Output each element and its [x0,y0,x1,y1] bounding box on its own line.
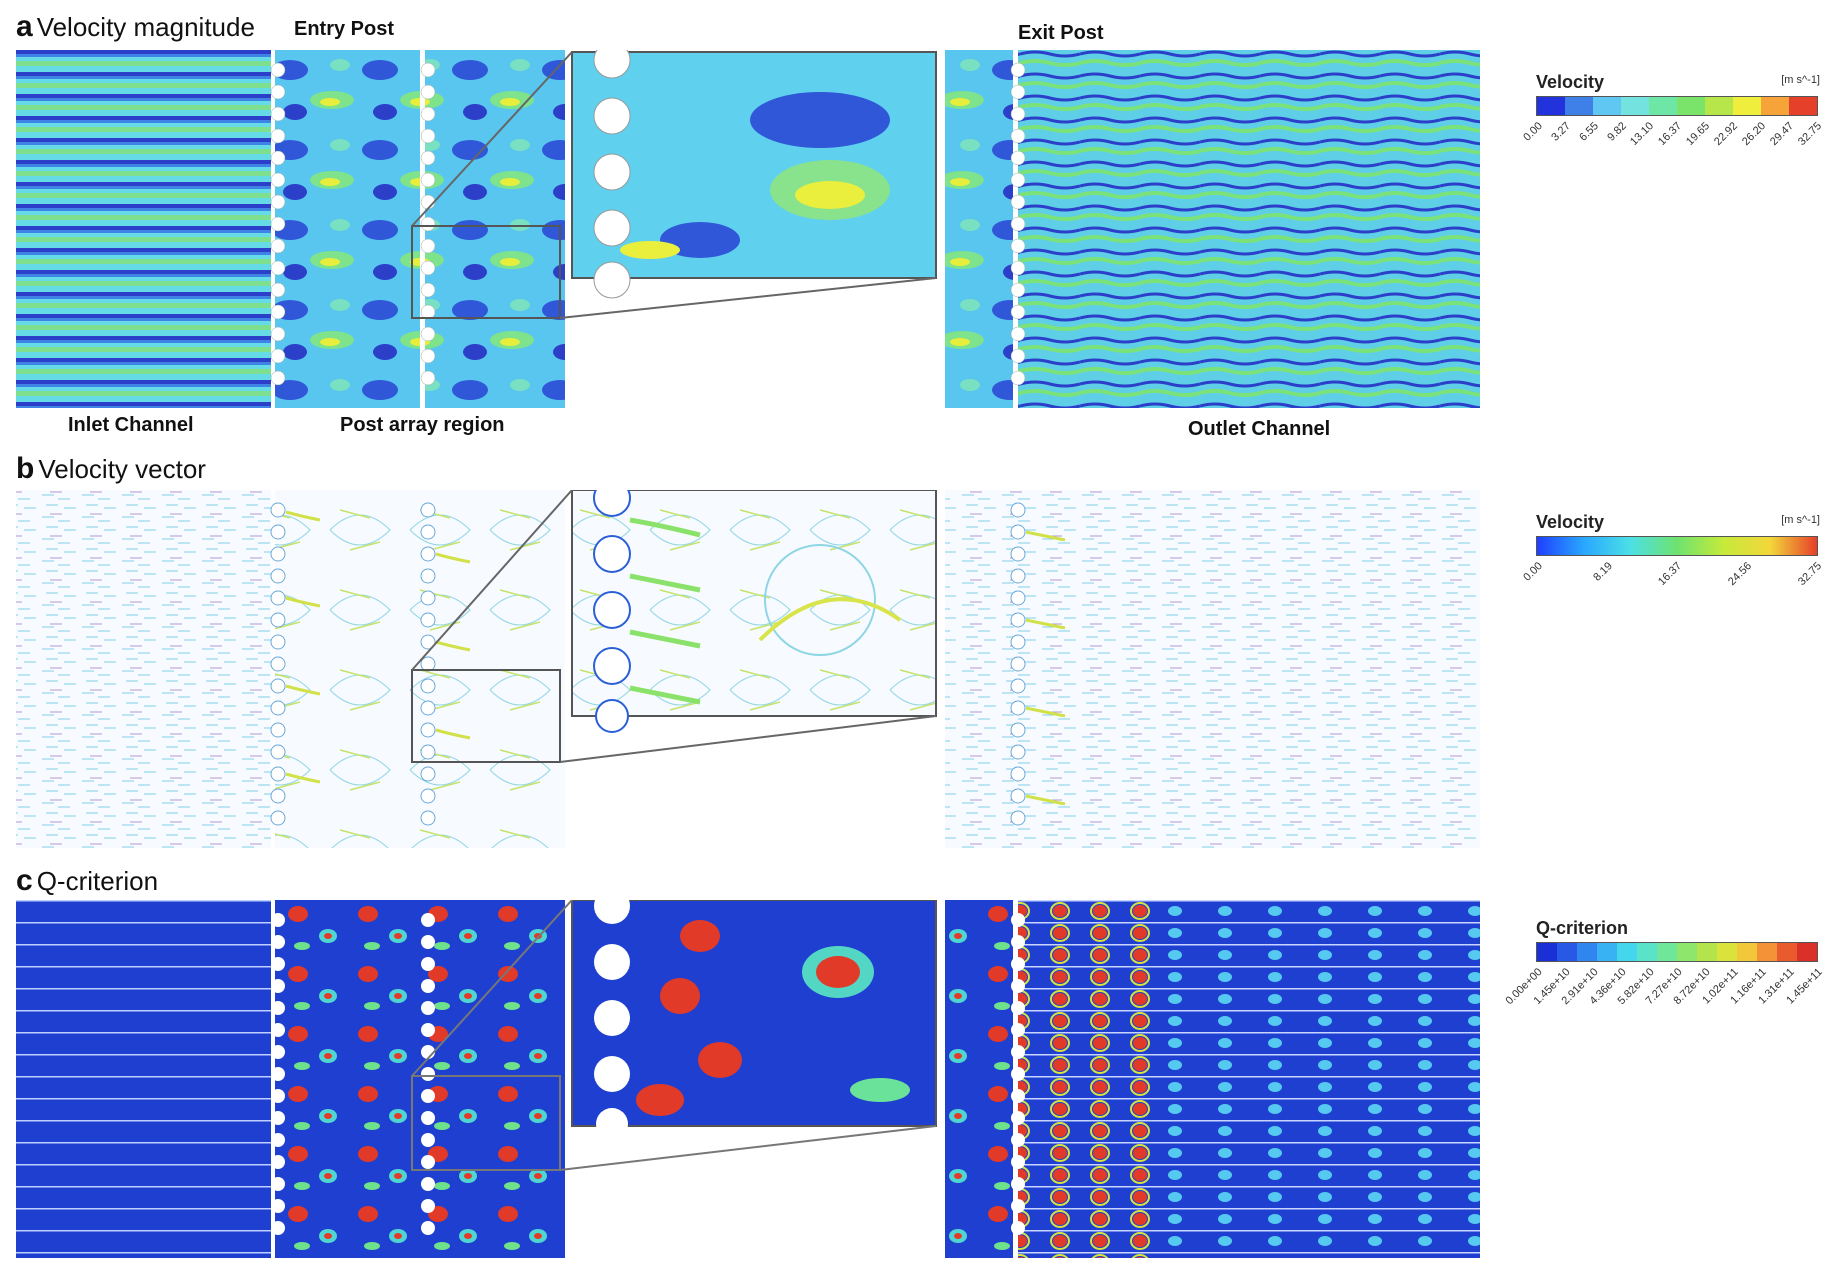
legend-colorbar [1536,536,1818,556]
legend-tick-label: 32.75 [1796,560,1825,588]
q-criterion-legend: Q-criterion 0.00e+00 1.45e+10 2.91e+10 4.36… [1504,918,1825,1028]
panel-a-title: a Velocity magnitude [16,10,255,44]
legend-title: Velocity [1536,72,1605,92]
legend-colorbar [1536,942,1818,962]
panel-b-velocity-vector-figure [16,490,1480,848]
legend-tick-label: 22.92 [1712,120,1741,148]
panel-a-letter: a [16,10,33,43]
inlet-channel-label: Inlet Channel [68,414,194,436]
legend-tick-label: 16.37 [1656,120,1685,148]
legend-tick-label: 19.65 [1684,120,1713,148]
colorbar-swatch [1537,943,1557,961]
colorbar-swatch [1757,943,1777,961]
colorbar-swatch [1777,943,1797,961]
legend-colorbar [1536,96,1818,116]
colorbar-swatch [1733,97,1761,115]
colorbar-swatch [1557,943,1577,961]
legend-tick-label: 9.82 [1605,120,1629,144]
colorbar-swatch [1565,97,1593,115]
colorbar-swatch [1761,97,1789,115]
panel-b-title-text: Velocity vector [38,454,206,484]
colorbar-swatch [1677,97,1705,115]
legend-ticks: 0.00 3.27 6.55 9.82 13.10 16.37 19.65 22.92 26.2… [1521,120,1824,180]
velocity-vector-legend: Velocity [m s^-1] 0.00 8.19 16.37 24.56 32.7… [1520,512,1824,622]
legend-tick-label: 24.56 [1726,560,1755,588]
panel-c-title: c Q-criterion [16,864,158,898]
legend-ticks: 0.00 8.19 16.37 24.56 32.75 [1521,560,1824,620]
legend-title: Velocity [1536,512,1605,532]
entry-post-label: Entry Post [294,18,395,40]
colorbar-swatch [1705,97,1733,115]
colorbar-swatch [1797,943,1817,961]
panel-c-q-criterion-figure [16,900,1480,1258]
panel-a-velocity-magnitude-figure [16,50,1480,408]
colorbar-swatch [1697,943,1717,961]
legend-unit: [m s^-1] [1781,514,1820,526]
colorbar-swatch [1597,943,1617,961]
colorbar-swatch [1789,97,1817,115]
panel-b-title: b Velocity vector [16,452,206,486]
colorbar-swatch [1577,943,1597,961]
post-array-region-label: Post array region [340,414,505,436]
panel-c-title-text: Q-criterion [36,866,159,896]
panel-a-title-text: Velocity magnitude [36,12,255,42]
colorbar-swatch [1657,943,1677,961]
colorbar-swatch [1617,943,1637,961]
legend-tick-label: 0.00 [1521,560,1545,584]
legend-tick-label: 8.19 [1591,560,1615,584]
legend-tick-label: 16.37 [1656,560,1685,588]
legend-unit: [m s^-1] [1781,74,1820,86]
colorbar-swatch [1537,97,1565,115]
legend-title: Q-criterion [1536,918,1629,938]
legend-tick-label: 26.20 [1740,120,1769,148]
legend-tick-label: 3.27 [1549,120,1573,144]
legend-ticks: 0.00e+00 1.45e+10 2.91e+10 4.36e+10 5.82e+10… [1504,966,1825,1026]
exit-post-label: Exit Post [1018,22,1104,44]
colorbar-swatch [1717,943,1737,961]
colorbar-swatch [1677,943,1697,961]
legend-tick-label: 29.47 [1768,120,1797,148]
legend-tick-label: 13.10 [1628,120,1657,148]
colorbar-swatch [1649,97,1677,115]
colorbar-swatch [1621,97,1649,115]
legend-tick-label: 0.00 [1521,120,1545,144]
velocity-magnitude-legend: Velocity [m s^-1] 0.00 3.27 6.55 9.82 13.10 1… [1520,72,1824,182]
colorbar-swatch [1593,97,1621,115]
legend-tick-label: 32.75 [1796,120,1825,148]
legend-tick-label: 6.55 [1577,120,1601,144]
panel-b-letter: b [16,452,35,485]
colorbar-swatch [1637,943,1657,961]
outlet-channel-label: Outlet Channel [1188,418,1331,440]
colorbar-swatch [1737,943,1757,961]
panel-c-letter: c [16,864,33,897]
